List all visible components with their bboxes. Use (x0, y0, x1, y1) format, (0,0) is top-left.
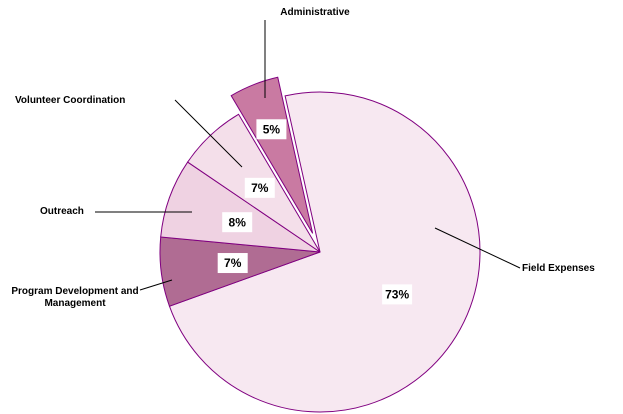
category-label: Outreach (40, 206, 84, 217)
value-label-box (256, 119, 287, 140)
category-label: Administrative (280, 7, 350, 18)
value-label: 73% (385, 288, 409, 302)
value-label-box (244, 177, 275, 198)
category-label: Volunteer Coordination (15, 95, 126, 106)
pie-slice (230, 76, 314, 234)
pie-slice (168, 91, 481, 413)
value-label-box (217, 253, 248, 274)
value-label: 7% (251, 181, 269, 195)
category-label: Program Development and Management (11, 286, 139, 309)
value-label-box (222, 212, 253, 233)
leader-line (434, 227, 521, 269)
value-label: 8% (229, 215, 247, 229)
leader-line (174, 99, 243, 168)
category-label: Field Expenses (522, 263, 595, 274)
leader-line (139, 279, 173, 291)
value-label: 5% (263, 122, 281, 136)
value-label-box (382, 284, 413, 305)
value-label: 7% (224, 256, 242, 270)
